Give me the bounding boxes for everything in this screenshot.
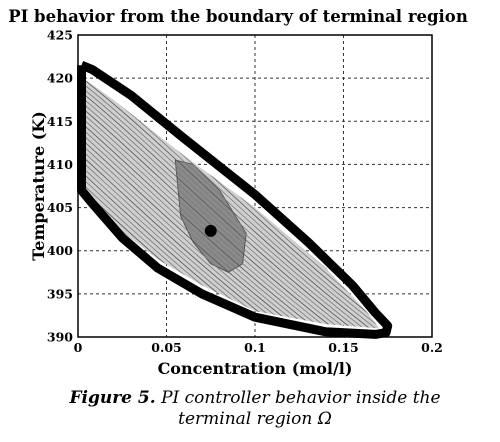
trajectory-line (83, 78, 337, 329)
terminal-region-boundary-line (77, 61, 393, 339)
trajectory-line (83, 78, 277, 329)
trajectory-line (83, 78, 289, 329)
trajectory-line (359, 78, 379, 329)
equilibrium-point (204, 224, 217, 237)
trajectory-line (83, 78, 355, 329)
trajectory-line (377, 78, 379, 329)
x-tick-label: 0.05 (151, 340, 181, 355)
caption-lead: Figure 5. (69, 388, 156, 408)
y-tick-label: 410 (47, 157, 73, 172)
y-tick-label: 405 (47, 200, 73, 215)
trajectory-line (347, 78, 379, 329)
trajectory-line (371, 78, 379, 329)
plot-frame (77, 34, 433, 338)
figure-caption: Figure 5. PI controller behavior inside … (40, 388, 470, 430)
trajectory-line (353, 78, 379, 329)
equilibrium-points (204, 224, 217, 237)
y-tick-label: 425 (47, 28, 73, 43)
trajectory-line (83, 78, 307, 329)
x-tick-label: 0.15 (328, 340, 358, 355)
trajectory-line (83, 78, 325, 329)
trajectory-line (83, 78, 367, 329)
trajectory-line (414, 75, 500, 335)
tick-labels: 0 0.05 0.1 0.15 0.2 390 395 400 405 410 415 420 425 (47, 28, 443, 356)
trajectory-line (83, 78, 313, 329)
chart-title: PI behavior from the boundary of termina… (8, 7, 468, 26)
trajectory-line (365, 78, 379, 329)
trajectory-line (83, 78, 379, 329)
trajectory-line (384, 75, 500, 335)
y-tick-label: 395 (47, 286, 73, 301)
terminal-region-boundary (77, 61, 393, 339)
trajectory-line (83, 78, 373, 329)
trajectory-line (83, 78, 361, 329)
trajectory-line (390, 75, 500, 335)
trajectory-line (83, 78, 319, 329)
y-tick-label: 420 (47, 71, 73, 86)
y-tick-label: 400 (47, 243, 73, 258)
trajectory-line (396, 75, 500, 335)
x-axis-label: Concentration (mol/l) (158, 359, 353, 378)
trajectory-line (426, 75, 500, 335)
trajectory-line (83, 78, 295, 329)
trajectory-line (402, 75, 500, 335)
x-tick-label: 0.2 (421, 340, 443, 355)
y-tick-label: 390 (47, 330, 73, 345)
x-tick-label: 0 (74, 340, 83, 355)
caption-text: PI controller behavior inside the termin… (161, 388, 441, 429)
y-tick-label: 415 (47, 114, 73, 129)
x-tick-label: 0.1 (244, 340, 266, 355)
trajectory-line (83, 78, 343, 329)
trajectory-line (83, 78, 283, 329)
trajectory-line (83, 78, 301, 329)
y-axis-label: Temperature (K) (29, 111, 48, 261)
trajectory-line (83, 78, 331, 329)
trajectory-line (408, 75, 500, 335)
trajectory-line (432, 75, 500, 335)
